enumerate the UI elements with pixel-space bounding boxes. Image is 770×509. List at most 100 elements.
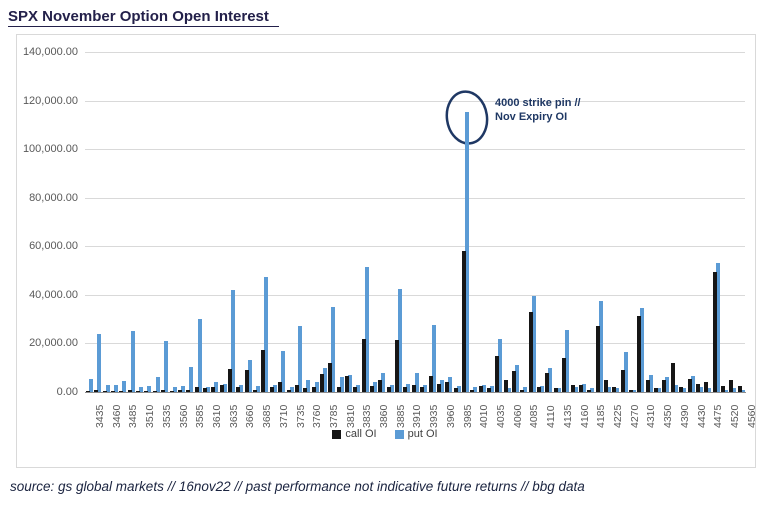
- x-axis-tick-label: 3510: [144, 404, 157, 428]
- y-axis-tick-label: 40,000.00: [29, 288, 78, 301]
- annotation-text: 4000 strike pin // Nov Expiry OI: [495, 96, 581, 124]
- bar-put-4270: [623, 351, 628, 392]
- bar-call-3460: [102, 390, 107, 392]
- bar-put-4125: [548, 367, 553, 392]
- bar-call-3550: [161, 389, 166, 392]
- bar-call-4500: [712, 271, 717, 392]
- call-swatch-icon: [332, 429, 342, 439]
- bar-put-4410: [682, 388, 687, 392]
- x-axis-tick-label: 3935: [428, 404, 441, 428]
- bar-call-4520: [720, 385, 725, 392]
- x-axis-tick-label: 3635: [227, 404, 240, 428]
- x-axis-tick-label: 3685: [261, 404, 274, 428]
- bar-put-3585: [189, 366, 194, 392]
- bar-call-4270: [620, 370, 625, 392]
- bar-call-3950: [428, 376, 433, 392]
- bar-put-4370: [665, 377, 670, 392]
- bar-put-3760: [306, 379, 311, 392]
- bar-call-4225: [603, 379, 608, 392]
- bar-put-3560: [172, 387, 177, 392]
- bar-call-3600: [194, 387, 199, 392]
- gridline: [85, 246, 745, 248]
- bar-put-4185: [590, 388, 595, 392]
- bar-call-3810: [336, 387, 341, 392]
- x-axis-tick-label: 4010: [478, 404, 491, 428]
- bar-call-3825: [344, 376, 349, 392]
- bar-put-3825: [347, 375, 352, 392]
- bar-call-3510: [136, 390, 141, 392]
- bar-call-3975: [445, 382, 450, 392]
- bar-call-3700: [261, 349, 266, 392]
- plot-area: [85, 52, 745, 392]
- bar-call-4350: [654, 388, 659, 392]
- x-axis-tick-label: 3985: [461, 404, 474, 428]
- bar-call-3985: [453, 388, 458, 392]
- bar-put-3535: [155, 377, 160, 392]
- bar-put-3575: [180, 385, 185, 392]
- bar-call-3710: [269, 387, 274, 392]
- bar-call-4430: [687, 378, 692, 392]
- annotation-line-1: 4000 strike pin //: [495, 97, 581, 109]
- x-axis-tick-label: 4035: [495, 404, 507, 428]
- y-axis-tick-label: 80,000.00: [29, 191, 78, 204]
- gridline: [85, 100, 745, 102]
- bar-put-4350: [657, 388, 662, 392]
- x-axis-tick-label: 3885: [394, 404, 407, 428]
- bar-call-3560: [169, 390, 174, 392]
- bar-put-3785: [322, 367, 327, 392]
- x-axis-tick-label: 4390: [678, 404, 691, 428]
- bar-put-4225: [606, 387, 611, 392]
- bar-call-4175: [578, 384, 583, 392]
- bar-put-3700: [264, 276, 269, 392]
- bar-put-4150: [565, 330, 570, 392]
- bar-put-3900: [398, 288, 403, 392]
- bar-put-3610: [205, 387, 210, 392]
- bar-call-3485: [119, 390, 124, 392]
- bar-call-4010: [470, 389, 475, 392]
- legend-item-put: put OI: [394, 428, 438, 440]
- bar-call-3575: [177, 389, 182, 392]
- bar-put-3735: [289, 387, 294, 392]
- bar-call-3750: [294, 384, 299, 392]
- gridline: [85, 52, 745, 53]
- x-axis-tick-label: 3960: [444, 404, 457, 428]
- bar-put-3485: [122, 381, 127, 392]
- bar-put-4085: [523, 387, 528, 392]
- x-axis-tick-label: 3535: [160, 404, 173, 428]
- bar-put-4035: [490, 385, 494, 392]
- bar-call-4125: [545, 372, 550, 392]
- bar-call-3800: [328, 362, 333, 392]
- bar-call-3535: [152, 390, 157, 392]
- x-axis-tick-label: 4430: [695, 404, 708, 428]
- x-axis-tick-label: 4135: [561, 404, 574, 428]
- bar-put-4560: [740, 389, 745, 392]
- source-note: source: gs global markets // 16nov22 // …: [10, 479, 585, 494]
- bar-put-3525: [147, 385, 152, 392]
- bar-put-4110: [540, 385, 545, 392]
- bar-call-3735: [286, 389, 291, 392]
- bar-call-3685: [253, 389, 258, 392]
- bar-call-3910: [403, 387, 408, 392]
- bar-put-4540: [732, 388, 737, 392]
- bar-call-3660: [236, 387, 241, 392]
- bar-put-4200: [598, 300, 603, 392]
- bar-call-4135: [553, 388, 558, 392]
- bar-call-3860: [370, 385, 375, 392]
- bar-call-4310: [637, 315, 642, 392]
- bar-call-4560: [737, 385, 742, 392]
- x-axis-tick-label: 3660: [244, 404, 257, 428]
- x-axis-tick-label: 3910: [411, 404, 424, 428]
- bar-put-3985: [456, 385, 461, 392]
- bar-put-3460: [105, 384, 110, 392]
- bar-call-4200: [595, 326, 600, 392]
- bar-call-3960: [436, 383, 441, 392]
- bar-put-3725: [281, 350, 286, 392]
- x-axis-tick-label: 3860: [378, 404, 391, 428]
- bar-call-4110: [537, 387, 542, 392]
- bar-call-4025: [478, 385, 483, 392]
- bar-put-3835: [356, 384, 361, 392]
- bar-put-3635: [222, 383, 227, 392]
- bar-put-3875: [381, 372, 386, 392]
- bar-call-3925: [411, 384, 416, 392]
